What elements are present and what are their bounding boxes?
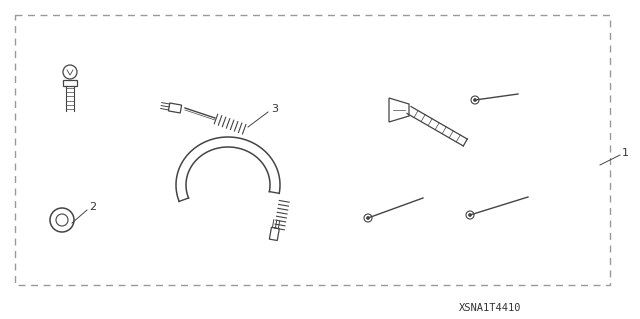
Circle shape — [474, 99, 477, 101]
Bar — [63, 80, 77, 86]
Text: 3: 3 — [271, 104, 278, 114]
Circle shape — [468, 213, 472, 217]
Text: 2: 2 — [89, 202, 96, 212]
Text: 1: 1 — [622, 148, 629, 158]
Text: XSNA1T4410: XSNA1T4410 — [459, 303, 521, 313]
Bar — [15, 15, 610, 285]
Circle shape — [367, 217, 369, 219]
